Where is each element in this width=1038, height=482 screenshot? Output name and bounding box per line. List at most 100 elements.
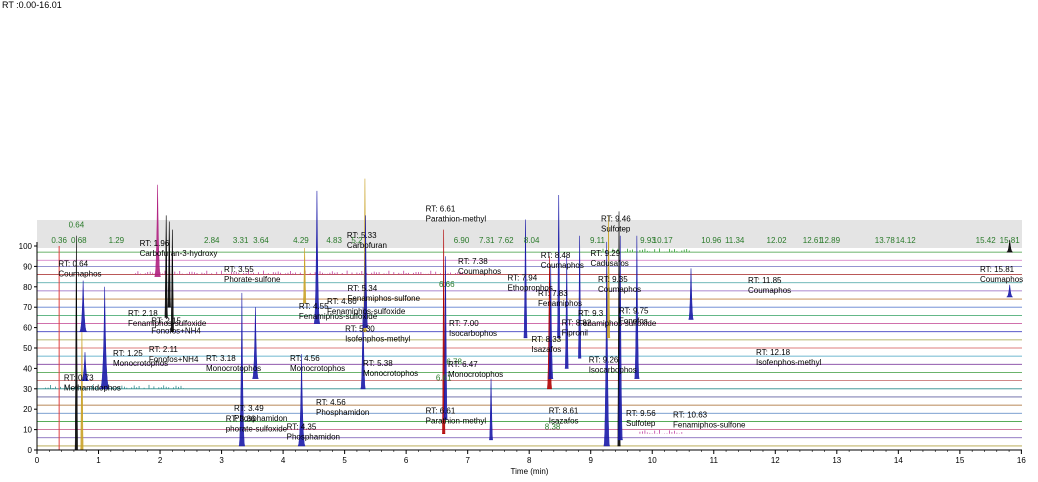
compound-name-label: Fenamiphos-sulfoxide (578, 319, 657, 328)
peak (74, 235, 79, 451)
peak (170, 229, 175, 332)
peak (302, 248, 307, 304)
peak (546, 256, 553, 390)
compound-rt-label: RT: 3.49 (234, 404, 264, 413)
compound-name-label: Monocrotophos (206, 364, 261, 373)
compound-name-label: Monocrotophos (113, 359, 168, 368)
compound-rt-label: RT: 10.63 (673, 410, 708, 419)
x-tick-label: 9 (588, 456, 593, 465)
compound-name-label: Fenamiphos-sulfoxide (299, 312, 378, 321)
top-rt-label: 3.64 (253, 236, 269, 245)
top-rt-label: 6.90 (454, 236, 470, 245)
y-tick-label: 20 (23, 405, 32, 414)
compound-rt-label: RT: 9.46 (601, 215, 631, 224)
apex-rt-label: 8.38 (545, 423, 561, 432)
compound-rt-label: RT: 5.34 (348, 284, 378, 293)
compound-name-label: Coumaphos (980, 275, 1023, 284)
top-rt-label: 9.11 (590, 236, 606, 245)
top-rt-label: 10.96 (701, 236, 722, 245)
x-tick-label: 13 (832, 456, 841, 465)
top-rt-label: 8.04 (524, 236, 540, 245)
compound-rt-label: RT: 9.75 (619, 306, 649, 315)
peak (313, 190, 321, 324)
compound-name-label: Phosphamidon (316, 408, 369, 417)
peak (1006, 284, 1013, 298)
peak (297, 354, 306, 447)
top-rt-label: 7.62 (498, 236, 514, 245)
compound-name-label: Parathion-methyl (426, 214, 487, 223)
compound-name-label: Isofenphos-methyl (756, 358, 822, 367)
x-tick-label: 12 (771, 456, 780, 465)
compound-name-label: Phorate-sulfone (224, 275, 281, 284)
compound-rt-label: RT: 1.96 (140, 239, 170, 248)
y-tick-label: 50 (23, 344, 32, 353)
top-rt-label: 13.78 (875, 236, 896, 245)
apex-rt-label: 6.78 (446, 357, 462, 366)
top-rt-label: 11.34 (725, 236, 745, 245)
compound-rt-label: RT: 9.29 (591, 249, 621, 258)
compound-rt-label: RT: 6.61 (426, 204, 456, 213)
compound-name-label: Fipronil (562, 329, 588, 338)
peak (360, 307, 366, 390)
top-rt-label: 2.84 (204, 236, 220, 245)
peak (79, 280, 88, 332)
compound-name-label: Fenamiphos-sulfoxide (327, 307, 406, 316)
compound-name-label: Coumaphos (541, 261, 584, 270)
peak (99, 286, 110, 390)
compound-name-label: Monocrotophos (363, 369, 418, 378)
top-rt-label: 12.61 (803, 236, 824, 245)
y-tick-label: 30 (23, 385, 32, 394)
x-tick-label: 15 (955, 456, 964, 465)
x-axis-title: Time (min) (511, 467, 549, 476)
top-rt-label: 7.31 (479, 236, 495, 245)
peak (547, 266, 554, 379)
compound-rt-label: RT: 3.55 (224, 265, 254, 274)
top-rt-label: 0.68 (71, 236, 87, 245)
peak (564, 256, 569, 369)
compound-rt-label: RT: 4.35 (287, 423, 317, 432)
compound-name-label: Isocarbophos (449, 329, 497, 338)
x-tick-label: 10 (648, 456, 657, 465)
compound-rt-label: RT: 4.56 (290, 354, 320, 363)
compound-name-label: Parathion-methyl (426, 416, 487, 425)
compound-name-label: Coumaphos (598, 285, 641, 294)
compound-name-label: Phosphamidon (234, 414, 287, 423)
compound-rt-label: RT: 8.48 (541, 251, 571, 260)
x-tick-label: 4 (281, 456, 286, 465)
compound-rt-label: RT: 0.73 (64, 374, 94, 383)
compound-name-label: Fenamiphos-sulfoxide (128, 319, 207, 328)
noise-trace (602, 248, 690, 253)
compound-rt-label: RT: 2.18 (128, 309, 158, 318)
y-tick-label: 90 (23, 262, 32, 271)
peak (606, 215, 611, 339)
apex-rt-label: 6.66 (439, 280, 455, 289)
peak (688, 268, 694, 320)
compound-rt-label: RT: 9.26 (589, 355, 619, 364)
noise-trace (135, 270, 466, 275)
compound-rt-label: RT: 0.64 (58, 259, 88, 268)
peak (154, 184, 161, 277)
compound-name-label: Fonofos+NH4 (151, 327, 201, 336)
compound-name-label: Fonofos (619, 316, 648, 325)
compound-rt-label: RT: 4.80 (327, 297, 357, 306)
peak (167, 221, 172, 308)
x-tick-label: 1 (96, 456, 101, 465)
compound-rt-label: RT: 7.83 (538, 289, 568, 298)
x-tick-label: 6 (404, 456, 409, 465)
compound-rt-label: RT: 7.94 (508, 274, 538, 283)
compound-rt-label: RT: 3.18 (206, 354, 236, 363)
x-tick-label: 5 (342, 456, 347, 465)
compound-rt-label: RT: 11.85 (748, 276, 782, 285)
peak (81, 352, 89, 381)
y-tick-label: 80 (23, 283, 32, 292)
peak (1006, 239, 1013, 253)
compound-rt-label: RT: 8.61 (549, 406, 579, 415)
x-tick-label: 11 (710, 456, 719, 465)
peak (488, 378, 494, 441)
top-rt-label: 4.83 (326, 236, 342, 245)
y-tick-label: 70 (23, 303, 32, 312)
compound-name-label: Fenamiphos-sulfone (673, 420, 746, 429)
compound-name-label: Fonofos+NH4 (149, 355, 199, 364)
compound-name-label: Monocrotophos (448, 370, 503, 379)
compound-rt-label: RT: 4.56 (316, 398, 346, 407)
